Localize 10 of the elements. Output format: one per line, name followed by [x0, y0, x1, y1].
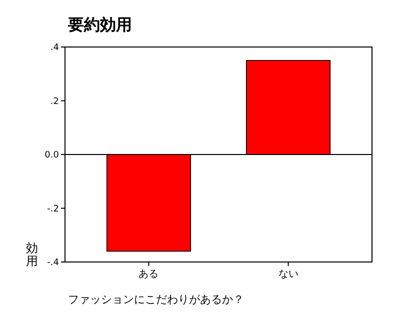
x-axis-title: ファッションにこだわりがあるか？ [68, 293, 244, 306]
y-tick-label: -.2 [47, 204, 59, 214]
y-tick-label: 0.0 [44, 150, 60, 161]
y-tick-label: -.4 [47, 258, 60, 268]
chart-title: 要約効用 [67, 15, 132, 34]
y-axis-title: 効用 [26, 241, 38, 268]
x-tick-label: ない [278, 269, 298, 280]
y-tick-label: .2 [50, 96, 59, 107]
y-tick-label: .4 [50, 43, 60, 54]
x-tick-label: ある [138, 269, 159, 280]
